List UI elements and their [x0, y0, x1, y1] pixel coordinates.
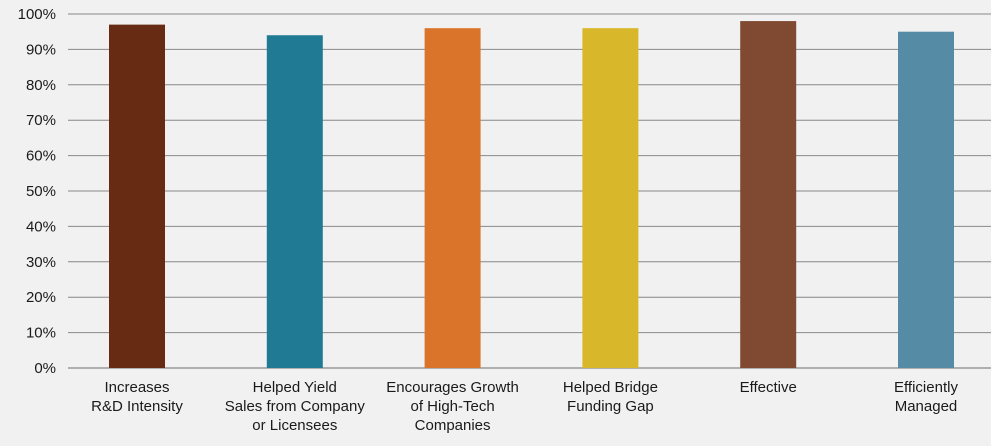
- x-axis-category-labels: Increases R&D Intensity Helped Yield Sales …: [91, 379, 958, 434]
- y-tick-label: 40%: [26, 218, 56, 235]
- y-tick-label: 20%: [26, 289, 56, 306]
- bar: [266, 35, 323, 369]
- y-axis-tick-labels: 0% 10% 20% 30% 40% 50% 60% 70% 80% 90% 100%: [18, 6, 56, 377]
- y-tick-label: 90%: [26, 41, 56, 58]
- y-tick-label: 0%: [34, 360, 56, 377]
- y-tick-label: 30%: [26, 254, 56, 271]
- x-category-label: Encourages Growth of High-Tech Companies: [386, 379, 519, 434]
- x-category-label: Increases R&D Intensity: [91, 379, 183, 415]
- y-tick-label: 80%: [26, 77, 56, 94]
- y-tick-label: 50%: [26, 183, 56, 200]
- bar: [424, 28, 481, 368]
- bar: [898, 31, 954, 368]
- bars: [109, 21, 954, 369]
- y-tick-label: 70%: [26, 112, 56, 129]
- y-tick-label: 100%: [18, 6, 56, 23]
- bar: [740, 21, 797, 369]
- x-category-label: Helped Bridge Funding Gap: [563, 379, 658, 415]
- bar: [582, 28, 639, 368]
- y-tick-label: 60%: [26, 148, 56, 165]
- x-category-label: Effective: [740, 379, 797, 396]
- bar: [109, 24, 165, 369]
- x-category-label: Efficiently Managed: [894, 379, 958, 415]
- y-tick-label: 10%: [26, 325, 56, 342]
- gridlines: [68, 13, 991, 369]
- x-category-label: Helped Yield Sales from Company or License…: [225, 379, 366, 434]
